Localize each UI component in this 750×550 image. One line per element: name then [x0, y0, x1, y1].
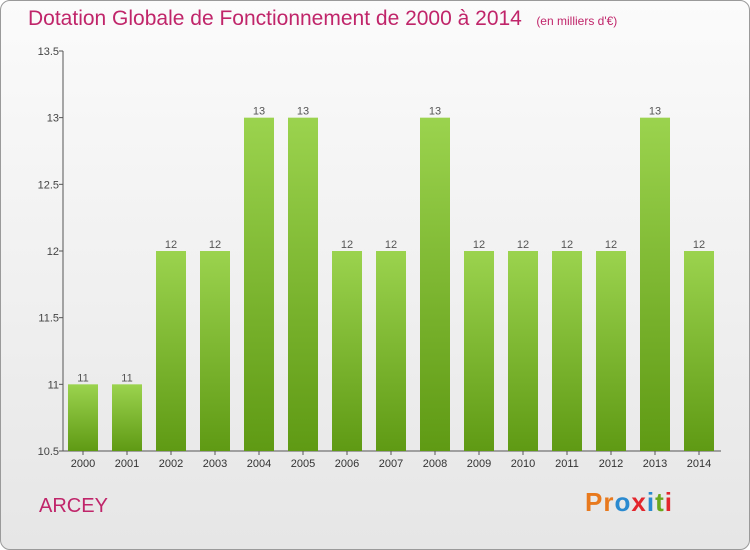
bar-2014 [684, 251, 714, 451]
value-label: 12 [209, 239, 221, 251]
bar-2008 [420, 117, 450, 452]
proxiti-logo: Proxiti [585, 487, 673, 518]
value-label: 12 [561, 239, 573, 251]
title-text: Dotation Globale de Fonctionnement de 20… [28, 7, 522, 30]
x-tick-label: 2012 [599, 458, 623, 470]
y-tick-label: 12.5 [38, 179, 59, 191]
value-label: 12 [385, 239, 397, 251]
value-label: 13 [429, 106, 441, 118]
bar-2006 [332, 251, 362, 451]
y-tick-label: 12 [47, 246, 59, 258]
x-tick-label: 2002 [159, 458, 183, 470]
logo-letter: r [603, 487, 615, 517]
logo-letter: P [585, 487, 604, 517]
bar-2000 [68, 384, 98, 451]
value-label: 13 [649, 106, 661, 118]
value-label: 12 [693, 239, 705, 251]
x-tick-label: 2000 [71, 458, 95, 470]
bar-2002 [156, 251, 186, 451]
logo-letter: t [655, 487, 665, 517]
bar-2013 [640, 117, 670, 452]
value-label: 13 [297, 106, 309, 118]
value-label: 11 [77, 372, 88, 384]
x-tick-label: 2009 [467, 458, 491, 470]
x-tick-label: 2003 [203, 458, 227, 470]
bar-2012 [596, 251, 626, 451]
value-label: 12 [165, 239, 177, 251]
y-tick-label: 11 [48, 379, 59, 391]
logo-letter: i [646, 487, 656, 517]
value-label: 11 [121, 372, 132, 384]
logo-letter: x [631, 487, 647, 517]
logo-letter: o [614, 487, 632, 517]
value-label: 13 [253, 106, 265, 118]
bar-2003 [200, 251, 230, 451]
x-tick-label: 2006 [335, 458, 359, 470]
x-tick-label: 2013 [643, 458, 667, 470]
x-tick-label: 2014 [687, 458, 711, 470]
bar-2007 [376, 251, 406, 451]
chart-title: Dotation Globale de Fonctionnement de 20… [28, 7, 617, 31]
x-tick-label: 2001 [115, 458, 139, 470]
x-tick-label: 2004 [247, 458, 271, 470]
y-tick-label: 10.5 [38, 446, 59, 458]
bar-2010 [508, 251, 538, 451]
x-tick-label: 2005 [291, 458, 315, 470]
value-label: 12 [517, 239, 529, 251]
commune-name: ARCEY [39, 495, 108, 517]
value-label: 12 [605, 239, 617, 251]
bar-2001 [112, 384, 142, 451]
x-tick-label: 2007 [379, 458, 403, 470]
bar-2011 [552, 251, 582, 451]
logo-letter: i [664, 487, 673, 517]
bar-2005 [288, 117, 318, 452]
x-tick-label: 2008 [423, 458, 447, 470]
value-label: 12 [473, 239, 485, 251]
y-tick-label: 11.5 [38, 313, 59, 325]
value-label: 12 [341, 239, 353, 251]
bar-2004 [244, 117, 274, 452]
x-tick-label: 2011 [555, 458, 579, 470]
y-tick-label: 13.5 [38, 46, 59, 58]
y-tick-label: 13 [47, 113, 59, 125]
unit-label: (en milliers d'€) [536, 14, 618, 28]
bar-2009 [464, 251, 494, 451]
x-tick-label: 2010 [511, 458, 535, 470]
